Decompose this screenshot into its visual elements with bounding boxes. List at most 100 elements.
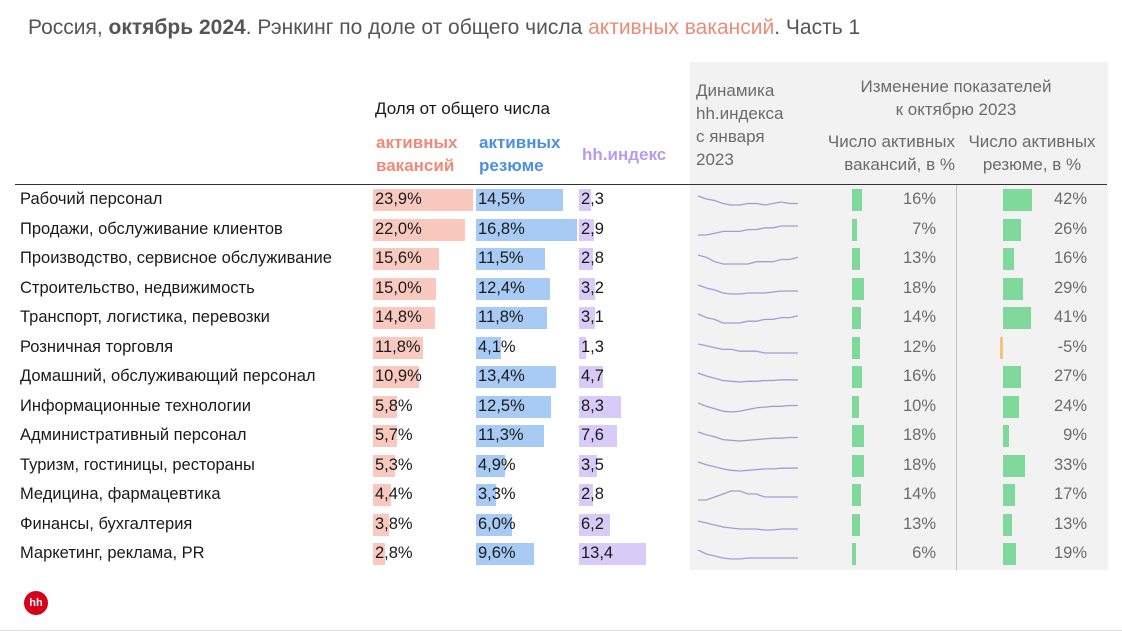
change-resumes-value: 33% [1053,455,1087,474]
hh-index-bar [579,513,610,536]
hh-index-bar [579,277,595,300]
hh-index-bar [579,454,597,477]
category-label: Рабочий персонал [20,190,163,208]
hh-index-value: 13,4 [581,544,614,562]
vacancies-share-bar [373,425,397,447]
category-label: Производство, сервисное обслуживание [20,249,332,267]
category-label: Туризм, гостиницы, рестораны [20,455,255,474]
vacancies-share-value: 10,9% [375,367,422,385]
table-row: Розничная торговля 11,8% 4,1% 1,3 12% -5% [0,333,1122,363]
hh-index-bar [579,336,586,359]
change-resumes-bar [1003,277,1023,300]
hh-index-bar [579,484,593,506]
hh-index-sparkline [698,224,798,236]
change-resumes-value: 27% [1053,367,1087,385]
change-resumes-bar [1003,454,1026,477]
hh-index-sparkline [697,342,798,354]
hh-index-value: 2,9 [581,219,604,238]
hh-index-value: 2,8 [581,249,604,267]
change-vacancies-bar [852,277,864,300]
hh-index-value: 3,5 [581,455,604,474]
change-resumes-bar [999,336,1003,359]
sparkline-path [697,549,798,560]
change-resumes-bar [1003,513,1012,536]
resumes-share-value: 6,0% [478,514,516,533]
header-change-vacancies: Число активных вакансий, в % [827,132,955,174]
hh-index-sparkline [697,195,798,206]
vacancies-share-value: 4,4% [375,485,413,503]
change-resumes-bar [1003,189,1032,211]
hh-index-bar [579,543,646,565]
sparkline-path [697,254,799,265]
hh-index-sparkline [697,460,798,472]
vacancies-share-bar [373,513,389,536]
table-row: Административный персонал 5,7% 11,3% 7,6 18%… [0,421,1122,451]
change-vacancies-value: 7% [912,219,936,238]
vacancies-share-bar [373,395,398,418]
hh-index-bar [579,189,591,211]
hh-logo: hh [24,591,48,615]
hh-index-sparkline [697,401,798,413]
header-share-of-total: Доля от общего числа [375,99,550,118]
change-resumes-value: 26% [1053,219,1087,238]
change-resumes-bar [1003,307,1031,329]
change-resumes-value: 41% [1053,308,1087,326]
vacancies-share-value: 2,8% [375,544,413,562]
category-label: Медицина, фармацевтика [20,485,221,503]
table-row: Информационные технологии 5,8% 12,5% 8,3 10%… [0,392,1122,422]
resumes-share-bar [476,425,544,447]
change-vacancies-value: 12% [902,337,936,356]
change-resumes-value: 17% [1053,485,1087,503]
change-vacancies-bar [852,484,862,506]
change-vacancies-bar [852,395,859,418]
change-resumes-bar [1003,425,1010,447]
hh-index-bar [579,307,595,329]
category-label: Административный персонал [20,426,247,444]
hh-index-sparkline [697,283,798,295]
resumes-share-value: 14,5% [478,190,525,208]
change-vacancies-value: 18% [902,455,936,474]
category-label: Домашний, обслуживающий персонал [20,367,316,385]
change-vacancies-bar [852,218,857,241]
table-row: Производство, сервисное обслуживание 15,6… [0,244,1122,274]
vacancies-share-bar [373,307,436,329]
change-resumes-value: 29% [1053,278,1087,297]
change-vacancies-value: 14% [902,485,936,503]
hh-index-bar [579,218,594,241]
resumes-share-value: 4,1% [478,337,516,356]
vacancies-share-value: 23,9% [375,190,422,208]
change-resumes-value: -5% [1057,337,1087,356]
vacancies-share-value: 5,3% [375,455,413,474]
table-row: Медицина, фармацевтика 4,4% 3,3% 2,8 14% 17% [0,480,1122,510]
hh-index-bar [579,395,621,418]
change-resumes-value: 19% [1053,544,1087,562]
vacancies-share-value: 3,8% [375,514,413,533]
sparkline-path [697,519,798,531]
change-vacancies-bar [852,366,863,388]
resumes-share-bar [476,218,577,241]
sparkline-path [697,313,799,324]
dynamics-panel-background [690,62,1108,570]
change-resumes-value: 9% [1063,426,1087,444]
resumes-share-bar [476,484,496,506]
hh-index-bar [579,425,617,447]
change-vacancies-value: 6% [912,544,936,562]
change-resumes-bar [1003,543,1016,565]
sparkline-path [697,460,798,472]
hh-index-value: 8,3 [581,396,604,415]
sparkline-path [697,401,798,413]
vacancies-share-value: 14,8% [375,308,422,326]
hh-index-value: 7,6 [581,426,604,444]
change-vacancies-value: 18% [902,426,936,444]
resumes-share-bar [476,543,534,565]
change-resumes-value: 42% [1053,190,1087,208]
sparkline-path [697,342,798,354]
hh-index-value: 6,2 [581,514,604,533]
change-vacancies-value: 16% [902,190,936,208]
header-change-vs-october-2023: Изменение показателей к октябрю 2023 [860,77,1052,119]
category-label: Информационные технологии [20,396,251,415]
table-row: Маркетинг, реклама, PR 2,8% 9,6% 13,4 6% 19% [0,539,1122,569]
change-resumes-bar [1003,248,1014,270]
title-accent: активных вакансий [588,16,775,39]
category-label: Строительство, недвижимость [20,278,255,297]
